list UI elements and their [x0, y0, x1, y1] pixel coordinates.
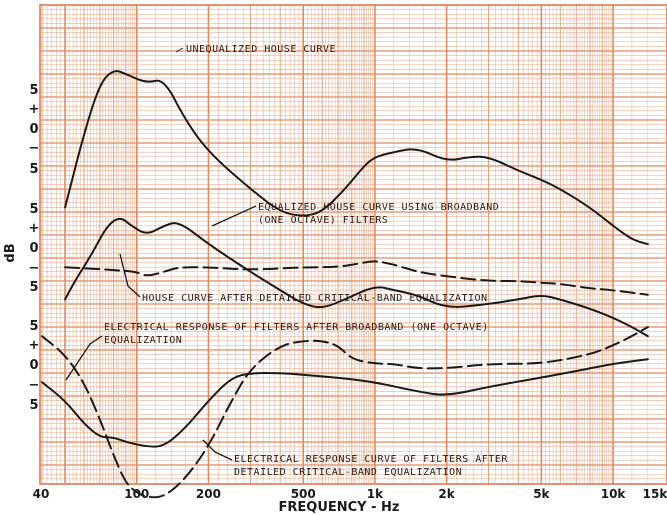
- series-line-2: [64, 217, 649, 338]
- y-tick-label: 5: [29, 83, 38, 98]
- annotation-equalized-broadband-2: (ONE OCTAVE) FILTERS: [258, 215, 388, 226]
- y-tick-label: 0: [29, 358, 38, 373]
- annotation-filters-broadband-1: ELECTRICAL RESPONSE OF FILTERS AFTER BRO…: [104, 322, 489, 333]
- chart-axes: dB FREQUENCY - Hz 40 100 200 500 1k 2k 5k 10k 15…: [3, 83, 667, 515]
- chart-grid: [39, 4, 667, 485]
- y-tick-label: −: [29, 378, 40, 393]
- chart-series: [41, 70, 649, 499]
- y-tick-label: 5: [29, 319, 38, 334]
- x-tick-label: 5k: [533, 487, 550, 501]
- series-line-3: [64, 260, 649, 296]
- x-tick-label: 1k: [367, 487, 384, 501]
- y-tick-label: 5: [29, 202, 38, 217]
- x-tick-label: 15k: [643, 487, 667, 501]
- y-tick-label: 0: [29, 241, 38, 256]
- y-tick-label: −: [29, 141, 40, 156]
- leader-filters-critical-band: [202, 439, 233, 461]
- annotation-equalized-broadband-1: EQUALIZED HOUSE CURVE USING BROADBAND: [258, 202, 499, 213]
- x-tick-label: 200: [196, 487, 221, 501]
- plot-border: [39, 4, 667, 485]
- y-tick-label: 0: [29, 122, 38, 137]
- x-axis-label: FREQUENCY - Hz: [279, 500, 400, 515]
- leader-filters-broadband: [65, 335, 103, 381]
- annotation-filters-broadband-2: EQUALIZATION: [104, 335, 182, 346]
- y-tick-label: −: [29, 261, 40, 276]
- y-tick-label: +: [29, 221, 40, 236]
- annotation-filters-critical-band-2: DETAILED CRITICAL-BAND EQUALIZATION: [234, 467, 462, 478]
- y-tick-label: 5: [29, 280, 38, 295]
- x-tick-label: 40: [33, 487, 50, 501]
- x-tick-label: 100: [124, 487, 149, 501]
- series-line-1: [64, 70, 649, 246]
- y-tick-label: 5: [29, 398, 38, 413]
- x-tick-label: 10k: [601, 487, 627, 501]
- series-line-4: [41, 358, 649, 448]
- y-tick-label: +: [29, 338, 40, 353]
- y-tick-label: +: [29, 102, 40, 117]
- series-line-5: [41, 326, 649, 499]
- annotation-house-critical-band: HOUSE CURVE AFTER DETAILED CRITICAL-BAND…: [142, 293, 488, 304]
- leader-equalized-broadband: [211, 205, 257, 227]
- y-tick-label: 5: [29, 162, 38, 177]
- x-tick-label: 2k: [438, 487, 455, 501]
- leader-unequalized: [175, 47, 184, 53]
- x-tick-label: 500: [291, 487, 316, 501]
- chart-annotations: UNEQUALIZED HOUSE CURVE EQUALIZED HOUSE …: [65, 44, 508, 478]
- annotation-unequalized: UNEQUALIZED HOUSE CURVE: [186, 44, 336, 55]
- annotation-filters-critical-band-1: ELECTRICAL RESPONSE CURVE OF FILTERS AFT…: [234, 454, 508, 465]
- leader-house-critical-band: [119, 253, 141, 298]
- y-axis-label: dB: [3, 243, 18, 262]
